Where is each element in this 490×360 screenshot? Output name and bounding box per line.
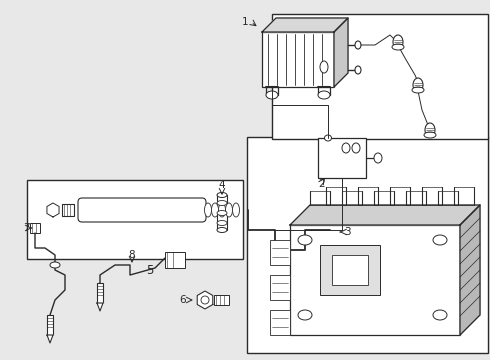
Ellipse shape [433, 310, 447, 320]
Ellipse shape [219, 203, 225, 217]
Ellipse shape [212, 203, 219, 217]
Bar [247, 137, 488, 353]
Ellipse shape [318, 91, 330, 99]
Ellipse shape [266, 91, 278, 99]
Text: 8: 8 [129, 250, 135, 260]
Ellipse shape [413, 78, 423, 92]
FancyBboxPatch shape [78, 198, 206, 222]
Ellipse shape [225, 203, 232, 217]
Bar [165, 252, 185, 268]
Ellipse shape [217, 228, 227, 233]
Polygon shape [97, 303, 103, 311]
Ellipse shape [204, 203, 212, 217]
Ellipse shape [324, 135, 332, 141]
Bar [272, 14, 488, 139]
Ellipse shape [320, 61, 328, 73]
Ellipse shape [425, 123, 435, 137]
Ellipse shape [433, 235, 447, 245]
Text: 7: 7 [24, 223, 30, 233]
Polygon shape [334, 18, 348, 87]
Ellipse shape [355, 41, 361, 49]
Text: 6: 6 [179, 295, 186, 305]
Bar [270, 240, 290, 265]
Ellipse shape [352, 143, 360, 153]
Ellipse shape [298, 235, 312, 245]
Polygon shape [290, 205, 480, 225]
Ellipse shape [424, 132, 436, 138]
Bar [318, 138, 366, 178]
Ellipse shape [298, 310, 312, 320]
Ellipse shape [374, 153, 382, 163]
Bar [217, 195, 227, 230]
Text: 4: 4 [219, 180, 225, 190]
Ellipse shape [342, 143, 350, 153]
Ellipse shape [232, 203, 240, 217]
Ellipse shape [217, 220, 227, 225]
Bar [270, 310, 290, 335]
Bar [270, 275, 290, 300]
Ellipse shape [392, 44, 404, 50]
Polygon shape [460, 205, 480, 335]
Ellipse shape [217, 201, 227, 206]
Bar [262, 32, 334, 87]
Text: 5: 5 [147, 264, 154, 276]
Ellipse shape [412, 87, 424, 93]
Polygon shape [47, 203, 59, 217]
Bar [290, 225, 460, 335]
Ellipse shape [355, 66, 361, 74]
Ellipse shape [217, 193, 227, 198]
Text: 2: 2 [318, 179, 325, 189]
Text: 1: 1 [242, 17, 248, 27]
Bar [332, 255, 368, 285]
Bar [27, 180, 243, 259]
Bar [62, 204, 74, 216]
Polygon shape [47, 335, 53, 343]
Bar [97, 283, 103, 303]
Polygon shape [262, 18, 348, 32]
Ellipse shape [393, 35, 403, 49]
Polygon shape [197, 291, 213, 309]
Ellipse shape [201, 296, 209, 304]
Bar [214, 295, 229, 305]
Bar [30, 223, 40, 233]
Ellipse shape [217, 211, 227, 216]
Text: 3: 3 [344, 227, 351, 237]
Bar [47, 315, 53, 335]
Bar [320, 245, 380, 295]
Ellipse shape [50, 262, 60, 268]
